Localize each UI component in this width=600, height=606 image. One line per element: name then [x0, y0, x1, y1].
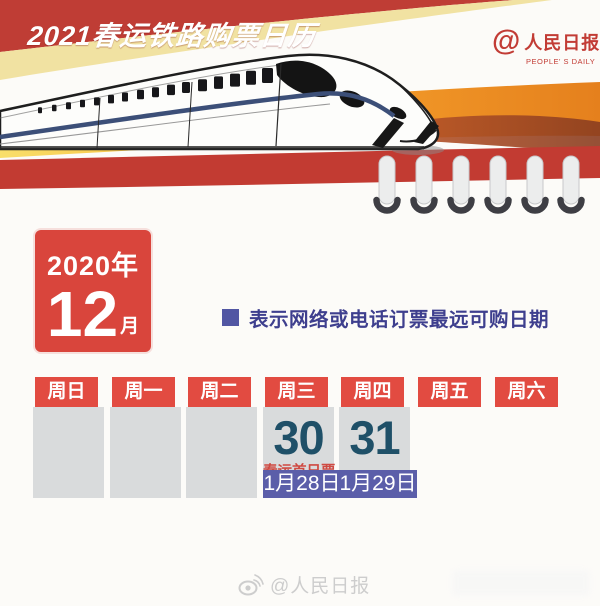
calendar-cell-empty — [110, 407, 181, 498]
cell-date: 30 — [273, 411, 324, 464]
weibo-watermark: @人民日报 — [238, 571, 370, 598]
binding-rings — [373, 155, 585, 214]
weekday-header-sun: 周日 — [35, 377, 98, 407]
poster-title: 2021春运铁路购票日历 — [26, 21, 318, 51]
month-box: 2020年 12 月 — [35, 230, 151, 352]
weekday-header-fri: 周五 — [418, 377, 481, 407]
weibo-eye-icon — [238, 574, 264, 596]
binding-ring — [521, 155, 549, 214]
weekday-header-wed: 周三 — [265, 377, 328, 407]
logo-subtitle: PEOPLE' S DAILY — [526, 57, 596, 66]
month-number: 12 — [46, 278, 119, 350]
weekday-header-sat: 周六 — [495, 377, 558, 407]
train-illustration — [0, 53, 444, 155]
legend-square-icon — [222, 309, 239, 326]
faint-watermark — [452, 570, 590, 596]
month-unit: 月 — [120, 315, 140, 337]
top-banner-ribbon — [0, 0, 552, 80]
binding-ring — [447, 155, 475, 214]
binding-ring — [557, 155, 585, 214]
weekday-header-mon: 周一 — [112, 377, 175, 407]
weekday-header-tue: 周二 — [188, 377, 251, 407]
legend: 表示网络或电话订票最远可购日期 — [222, 303, 549, 332]
binding-ring — [410, 155, 438, 214]
train-windshield — [276, 60, 337, 98]
weekday-header-thu: 周四 — [341, 377, 404, 407]
logo-name: 人民日报 — [524, 32, 600, 53]
binding-ring — [484, 155, 512, 214]
calendar-cell-dec30: 30 春运首日票 1月28日 — [263, 407, 341, 498]
bookable-date-badge: 1月28日 — [263, 470, 341, 498]
calendar-cell-empty — [186, 407, 257, 498]
binding-ring — [373, 155, 401, 214]
at-symbol: @ — [492, 25, 521, 57]
watermark-handle: @人民日报 — [270, 576, 371, 597]
bookable-date-badge: 1月29日 — [339, 470, 417, 498]
calendar-cell-empty — [33, 407, 104, 498]
month-year: 2020年 — [46, 251, 140, 281]
peoples-daily-logo: @ 人民日报 PEOPLE' S DAILY — [492, 25, 599, 67]
train-stripe — [0, 91, 396, 140]
legend-text: 表示网络或电话订票最远可购日期 — [249, 309, 550, 331]
cell-date: 31 — [349, 411, 400, 464]
train-window-strip — [38, 68, 273, 114]
calendar-cell-dec31: 31 1月29日 — [339, 407, 417, 498]
hero-illustration — [0, 0, 600, 214]
